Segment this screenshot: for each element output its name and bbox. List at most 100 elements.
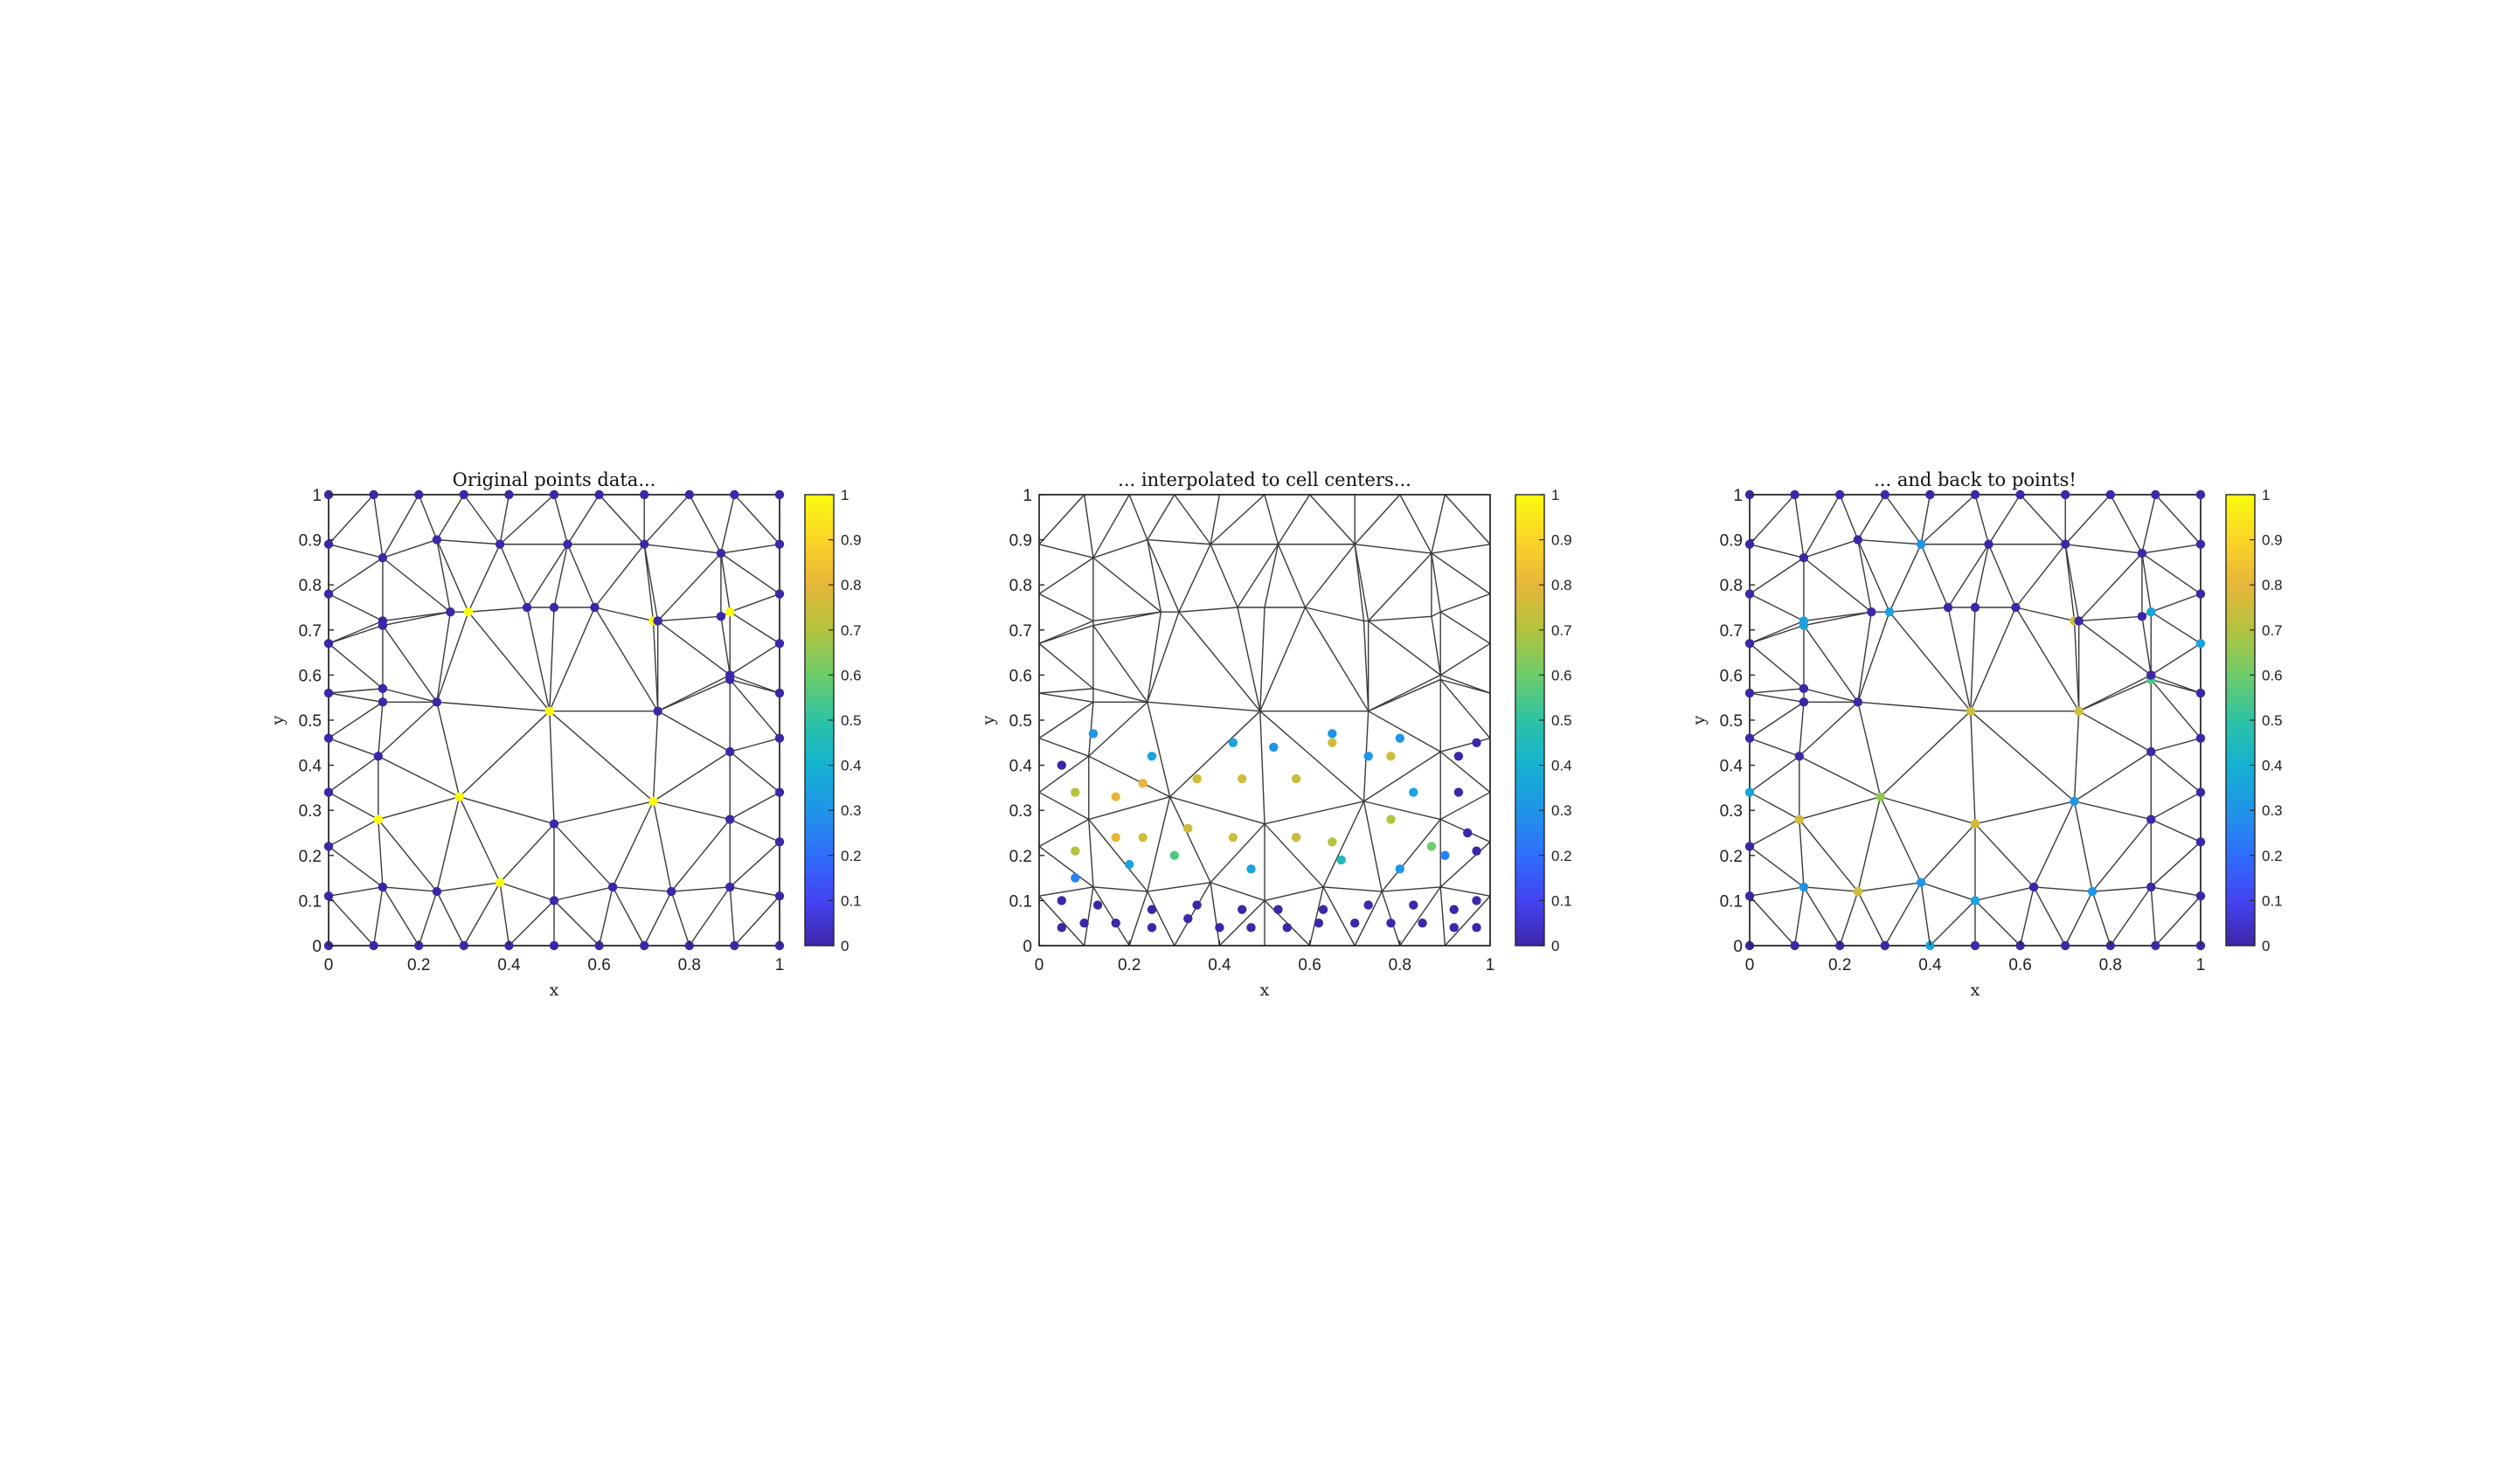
mesh-edge: [1092, 611, 1161, 627]
data-point: [373, 815, 383, 824]
data-point: [1291, 832, 1301, 843]
mesh-edge: [1440, 886, 1491, 897]
x-tick-label: 0.6: [2008, 956, 2031, 974]
data-point: [522, 602, 532, 613]
mesh-edge: [733, 895, 780, 947]
data-point: [2061, 940, 2070, 951]
mesh-edge: [1038, 701, 1094, 739]
mesh-edge: [1178, 611, 1261, 712]
data-point: [1111, 792, 1120, 801]
data-point: [640, 489, 649, 500]
data-point: [1125, 859, 1134, 870]
data-point: [1318, 905, 1328, 914]
mesh-edge: [1169, 711, 1261, 798]
mesh-edge: [2073, 621, 2080, 711]
data-point: [549, 602, 559, 613]
data-point: [323, 787, 334, 797]
y-tick-label: 0.8: [1009, 577, 1032, 595]
mesh-edge: [670, 819, 731, 892]
mesh-edge: [1092, 611, 1161, 622]
mesh-edge: [2078, 620, 2152, 676]
data-point: [1880, 940, 1889, 951]
data-point: [1057, 896, 1067, 905]
mesh-edge: [689, 494, 722, 554]
mesh-edge: [2141, 552, 2202, 595]
mesh-edge: [1038, 692, 1094, 704]
mesh-edge: [1210, 544, 1238, 608]
mesh-edge: [670, 891, 690, 947]
colorbar-tick-label: 0.3: [1551, 802, 1572, 819]
mesh-edge: [1929, 899, 1976, 947]
data-point: [1799, 553, 1809, 563]
x-tick-label: 0.2: [1828, 956, 1851, 974]
mesh-edge: [382, 494, 420, 558]
mesh-edge: [468, 607, 528, 613]
mesh-edge: [378, 819, 438, 892]
data-point: [1799, 697, 1809, 707]
mesh-edge: [1354, 544, 1365, 621]
mesh-edge: [418, 891, 438, 947]
mesh-edge: [1092, 688, 1148, 704]
data-point: [549, 940, 559, 951]
colorbar-tick-label: 0.2: [841, 848, 862, 864]
data-point: [1228, 832, 1238, 843]
mesh-edge: [1803, 557, 1872, 613]
data-point: [1409, 900, 1418, 910]
data-point: [1386, 815, 1396, 824]
data-point: [590, 602, 600, 613]
mesh-edge: [1431, 552, 1441, 613]
colorbar-tick-label: 0.8: [841, 577, 862, 593]
data-point: [1395, 864, 1405, 874]
data-point: [1799, 882, 1809, 892]
mesh-edge: [613, 886, 672, 892]
mesh-edge: [436, 612, 452, 703]
mesh-edge: [1147, 891, 1175, 947]
mesh-edge: [328, 886, 384, 897]
data-point: [369, 489, 378, 500]
mesh-edge: [1799, 702, 1805, 757]
mesh-edge: [1259, 607, 1265, 711]
mesh-edge: [1038, 755, 1090, 794]
data-point: [2146, 746, 2156, 757]
mesh-edge: [1920, 544, 1949, 608]
mesh-edge: [2151, 886, 2202, 897]
mesh-edge: [1323, 886, 1383, 892]
mesh-edge: [612, 886, 645, 947]
mesh-edge: [729, 642, 780, 676]
mesh-edge: [1147, 538, 1211, 545]
data-point: [495, 877, 505, 887]
mesh-edge: [729, 679, 780, 739]
mesh-edge: [612, 801, 655, 888]
data-point: [725, 607, 735, 617]
mesh-edge: [1304, 607, 1369, 712]
mesh-edge: [1147, 702, 1171, 797]
mesh-edge: [508, 899, 555, 947]
data-point: [774, 787, 785, 797]
data-point: [725, 670, 735, 680]
mesh-edge: [1431, 544, 1491, 554]
data-point: [323, 733, 334, 743]
mesh-edge: [1088, 701, 1148, 757]
y-tick-label: 0.6: [299, 667, 322, 685]
mesh-edge: [1440, 678, 1491, 694]
mesh-edge: [436, 702, 461, 797]
mesh-edge: [553, 886, 614, 902]
data-point: [774, 489, 785, 500]
mesh-edge: [1038, 895, 1085, 947]
mesh-edge: [1749, 593, 1805, 622]
y-tick-label: 0.3: [1720, 802, 1743, 821]
data-point: [607, 882, 618, 892]
mesh-edge: [2150, 841, 2202, 888]
data-point: [1328, 738, 1337, 747]
data-point: [1363, 900, 1373, 910]
mesh-edge: [1368, 620, 1441, 676]
mesh-edge: [1799, 755, 1881, 798]
data-point: [774, 539, 785, 549]
mesh-edge: [372, 494, 384, 558]
mesh-edge: [1169, 796, 1265, 825]
data-point: [1147, 752, 1157, 761]
mesh-edge: [1210, 494, 1265, 545]
mesh-edge: [436, 796, 461, 892]
mesh-edge: [1174, 494, 1211, 545]
colorbar-tick-label: 0.5: [1551, 712, 1572, 729]
